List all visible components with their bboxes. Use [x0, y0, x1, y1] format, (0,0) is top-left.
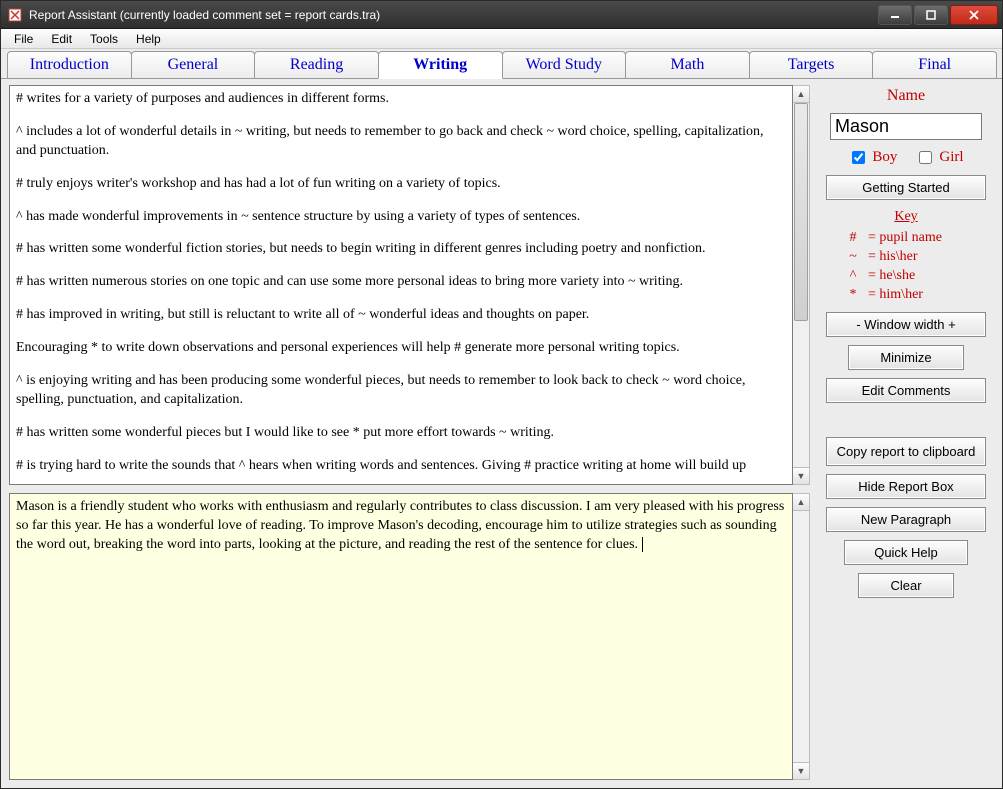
app-window: Report Assistant (currently loaded comme…: [0, 0, 1003, 789]
window-width-button[interactable]: - Window width +: [826, 312, 986, 337]
key-desc: = pupil name: [868, 229, 942, 248]
boy-label: Boy: [872, 149, 897, 166]
scroll-up-icon[interactable]: ▲: [793, 86, 809, 103]
comment-item[interactable]: # has improved in writing, but still is …: [16, 306, 786, 325]
gender-row: Boy Girl: [818, 148, 994, 167]
menu-help[interactable]: Help: [127, 31, 170, 47]
copy-report-button[interactable]: Copy report to clipboard: [826, 437, 986, 466]
key-symbol: ~: [846, 248, 860, 267]
edit-comments-button[interactable]: Edit Comments: [826, 378, 986, 403]
titlebar: Report Assistant (currently loaded comme…: [1, 1, 1002, 29]
scroll-thumb[interactable]: [794, 103, 808, 321]
report-scrollbar[interactable]: ▲ ▼: [793, 493, 810, 780]
comment-item[interactable]: Encouraging * to write down observations…: [16, 339, 786, 358]
scroll-up-icon[interactable]: ▲: [793, 494, 809, 511]
content-area: # writes for a variety of purposes and a…: [1, 79, 1002, 788]
minimize-window-button[interactable]: [878, 5, 912, 25]
minimize-button[interactable]: Minimize: [848, 345, 964, 370]
name-input[interactable]: [830, 113, 982, 140]
comment-item[interactable]: # has written some wonderful fiction sto…: [16, 240, 786, 259]
scroll-down-icon[interactable]: ▼: [793, 762, 809, 779]
right-sidebar: Name Boy Girl Getting Started Key # = pup…: [818, 85, 994, 780]
clear-button[interactable]: Clear: [858, 573, 954, 598]
girl-label: Girl: [939, 149, 963, 166]
key-row: ~ = his\her: [826, 248, 986, 267]
key-title: Key: [826, 208, 986, 227]
name-label: Name: [818, 87, 994, 105]
menu-tools[interactable]: Tools: [81, 31, 127, 47]
girl-checkbox[interactable]: Girl: [915, 148, 963, 167]
tab-general[interactable]: General: [131, 51, 256, 78]
hide-report-box-button[interactable]: Hide Report Box: [826, 474, 986, 499]
key-symbol: #: [846, 229, 860, 248]
comment-item[interactable]: # has written some wonderful pieces but …: [16, 424, 786, 443]
menu-edit[interactable]: Edit: [42, 31, 81, 47]
report-text: Mason is a friendly student who works wi…: [16, 499, 784, 552]
comment-item[interactable]: ^ is enjoying writing and has been produ…: [16, 372, 786, 410]
quick-help-button[interactable]: Quick Help: [844, 540, 968, 565]
tab-word-study[interactable]: Word Study: [502, 51, 627, 78]
new-paragraph-button[interactable]: New Paragraph: [826, 507, 986, 532]
comment-item[interactable]: # truly enjoys writer's workshop and has…: [16, 175, 786, 194]
key-legend: Key # = pupil name ~ = his\her ^ = he\she * = h…: [818, 208, 994, 304]
menu-file[interactable]: File: [5, 31, 42, 47]
tab-targets[interactable]: Targets: [749, 51, 874, 78]
window-controls: [876, 5, 998, 25]
tab-row: IntroductionGeneralReadingWritingWord St…: [1, 49, 1002, 79]
comments-list[interactable]: # writes for a variety of purposes and a…: [9, 85, 793, 485]
tab-math[interactable]: Math: [625, 51, 750, 78]
tab-introduction[interactable]: Introduction: [7, 51, 132, 78]
menubar: File Edit Tools Help: [1, 29, 1002, 49]
comment-item[interactable]: ^ includes a lot of wonderful details in…: [16, 123, 786, 161]
key-row: * = him\her: [826, 286, 986, 305]
key-symbol: ^: [846, 267, 860, 286]
app-icon: [7, 7, 23, 23]
tab-reading[interactable]: Reading: [254, 51, 379, 78]
key-desc: = him\her: [868, 286, 923, 305]
comment-item[interactable]: ^ has made wonderful improvements in ~ s…: [16, 208, 786, 227]
comments-scrollbar[interactable]: ▲ ▼: [793, 85, 810, 485]
key-desc: = his\her: [868, 248, 918, 267]
maximize-window-button[interactable]: [914, 5, 948, 25]
left-column: # writes for a variety of purposes and a…: [9, 85, 810, 780]
boy-checkbox[interactable]: Boy: [848, 148, 897, 167]
key-row: # = pupil name: [826, 229, 986, 248]
key-desc: = he\she: [868, 267, 915, 286]
key-row: ^ = he\she: [826, 267, 986, 286]
tab-writing[interactable]: Writing: [378, 51, 503, 79]
window-title: Report Assistant (currently loaded comme…: [29, 8, 876, 22]
comment-item[interactable]: # writes for a variety of purposes and a…: [16, 90, 786, 109]
scroll-down-icon[interactable]: ▼: [793, 467, 809, 484]
close-window-button[interactable]: [950, 5, 998, 25]
report-textarea[interactable]: Mason is a friendly student who works wi…: [9, 493, 793, 780]
comment-item[interactable]: # is trying hard to write the sounds tha…: [16, 457, 786, 476]
key-symbol: *: [846, 286, 860, 305]
tab-final[interactable]: Final: [872, 51, 997, 78]
comment-item[interactable]: # has written numerous stories on one to…: [16, 273, 786, 292]
getting-started-button[interactable]: Getting Started: [826, 175, 986, 200]
